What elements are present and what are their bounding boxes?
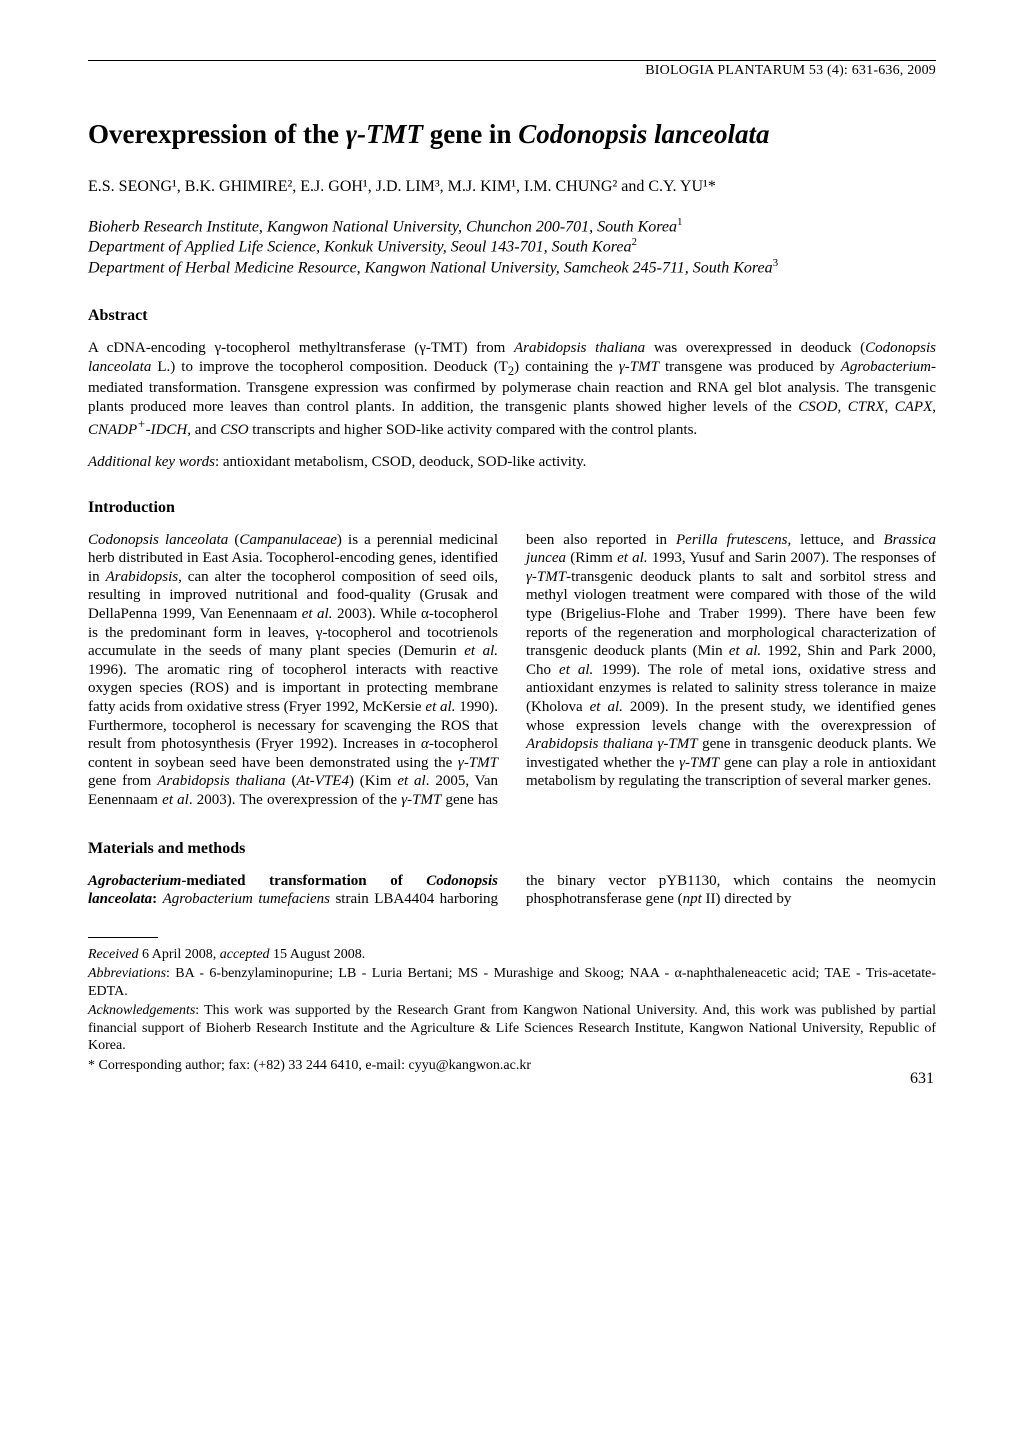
addkey-lead: Additional key words — [88, 454, 215, 470]
journal-header: BIOLOGIA PLANTARUM 53 (4): 631-636, 2009 — [88, 63, 936, 79]
affil-3: Department of Herbal Medicine Resource, … — [88, 259, 773, 276]
title-gene: γ-TMT — [346, 119, 423, 149]
title-pre: Overexpression of the — [88, 119, 346, 149]
affil-1: Bioherb Research Institute, Kangwon Nati… — [88, 218, 677, 235]
page-number: 631 — [910, 1070, 934, 1088]
abstract-heading: Abstract — [88, 307, 936, 325]
affil-2: Department of Applied Life Science, Konk… — [88, 239, 631, 256]
introduction-body: Codonopsis lanceolata (Campanulaceae) is… — [88, 531, 936, 810]
materials-methods-heading: Materials and methods — [88, 840, 936, 858]
footnote-abbrev: Abbreviations: BA - 6-benzylaminopurine;… — [88, 965, 936, 1000]
footnote-ack: Acknowledgements: This work was supporte… — [88, 1002, 936, 1055]
footnote-rule — [88, 937, 158, 938]
footnote-received: Received 6 April 2008, accepted 15 Augus… — [88, 946, 936, 964]
affiliations: Bioherb Research Institute, Kangwon Nati… — [88, 216, 936, 277]
header-rule — [88, 60, 936, 61]
title-mid: gene in — [423, 119, 518, 149]
materials-methods-body: Agrobacterium-mediated transformation of… — [88, 872, 936, 909]
additional-keywords: Additional key words: antioxidant metabo… — [88, 454, 936, 471]
introduction-heading: Introduction — [88, 499, 936, 517]
addkey-body: : antioxidant metabolism, CSOD, deoduck,… — [215, 454, 586, 470]
title-species: Codonopsis lanceolata — [518, 119, 769, 149]
article-title: Overexpression of the γ-TMT gene in Codo… — [88, 119, 936, 150]
footnotes: Received 6 April 2008, accepted 15 Augus… — [88, 946, 936, 1075]
footnote-corresponding: * Corresponding author; fax: (+82) 33 24… — [88, 1057, 936, 1075]
authors-line: E.S. SEONG¹, B.K. GHIMIRE², E.J. GOH¹, J… — [88, 178, 936, 196]
abstract-body: A cDNA-encoding γ-tocopherol methyltrans… — [88, 339, 936, 440]
